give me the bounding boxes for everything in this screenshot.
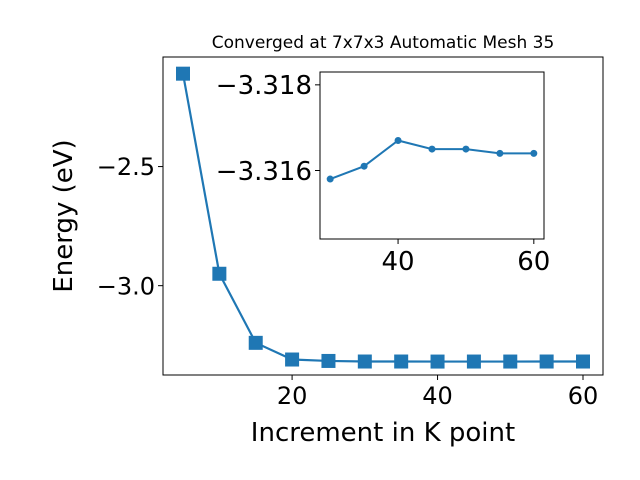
main-series: [176, 66, 590, 369]
main-plot-frame: [162, 56, 604, 376]
main-x-tick-label: 40: [422, 382, 453, 410]
main-data-point: [321, 353, 336, 368]
inset-y-tick-label: −3.316: [216, 157, 312, 187]
main-data-point: [466, 354, 481, 369]
main-data-point: [394, 354, 409, 369]
main-data-point: [176, 66, 190, 81]
main-x-tick-label: 20: [277, 382, 308, 410]
main-y-ticks: −2.5 −3.0: [97, 153, 163, 300]
inset-y-ticks: −3.318 −3.316: [216, 71, 320, 187]
main-data-point: [285, 352, 300, 367]
main-data-point: [539, 354, 554, 369]
inset-plot-frame: [319, 71, 545, 240]
main-data-point: [576, 354, 590, 369]
main-y-tick-label: −2.5: [97, 153, 155, 181]
main-y-tick-label: −3.0: [97, 272, 155, 300]
inset-data-point: [462, 145, 470, 153]
inset-data-point: [394, 137, 402, 145]
chart-title: Converged at 7x7x3 Automatic Mesh 35: [212, 33, 555, 53]
inset-series: [326, 137, 538, 183]
inset-x-tick-label: 40: [382, 247, 415, 277]
main-data-point: [212, 266, 227, 281]
inset-data-point: [428, 145, 436, 153]
inset-x-tick-label: 60: [517, 247, 550, 277]
inset-data-point: [530, 149, 538, 157]
inset-axes: 40 60 −3.318 −3.316: [216, 71, 551, 277]
main-axes: Converged at 7x7x3 Automatic Mesh 35 20 4…: [49, 33, 604, 448]
inset-data-point: [496, 149, 504, 157]
inset-data-point: [360, 162, 368, 170]
main-data-point: [430, 354, 445, 369]
y-axis-label: Energy (eV): [49, 139, 79, 292]
main-data-point: [503, 354, 518, 369]
inset-x-ticks: 40 60: [382, 239, 550, 277]
main-x-ticks: 20 40 60: [277, 375, 598, 410]
inset-y-tick-label: −3.318: [216, 71, 312, 101]
inset-data-point: [326, 175, 334, 183]
main-data-point: [248, 335, 263, 350]
x-axis-label: Increment in K point: [251, 418, 515, 448]
inset-background: [320, 72, 544, 239]
main-data-point: [357, 354, 372, 369]
main-x-tick-label: 60: [568, 382, 599, 410]
